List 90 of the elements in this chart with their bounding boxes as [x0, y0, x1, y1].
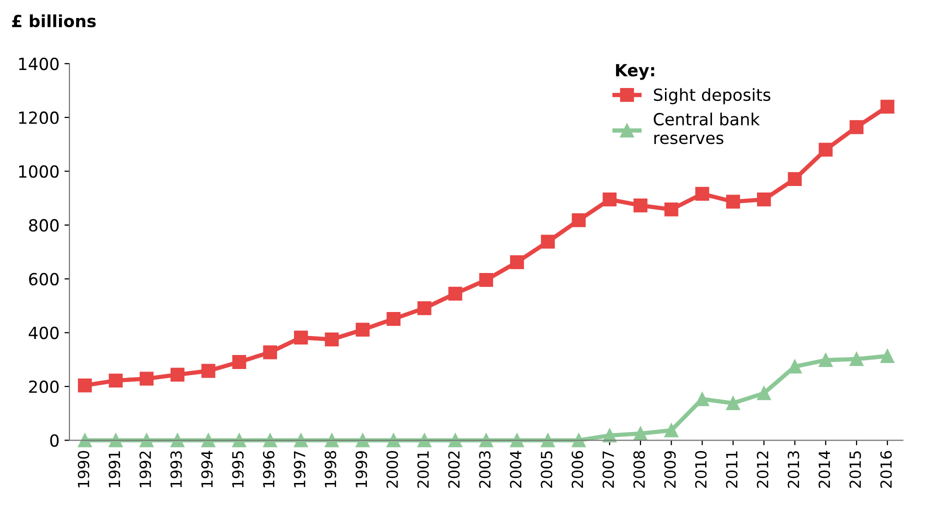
point [479, 272, 494, 287]
point [448, 286, 462, 301]
y-axis-title: £ billions [12, 14, 96, 28]
x-tick-label: 1994 [201, 450, 213, 488]
x-tick-label: 2014 [818, 450, 830, 488]
x-tick-label: 1999 [356, 451, 368, 488]
point [634, 198, 648, 212]
y-tick-label: 1400 [19, 58, 59, 70]
point [417, 433, 432, 448]
x-tick-label: 2003 [479, 451, 491, 488]
x-tick-label: 2009 [664, 451, 676, 488]
point [201, 364, 216, 378]
point [263, 345, 278, 360]
x-tick-label: 2006 [572, 450, 584, 488]
point [880, 100, 894, 114]
x-tick-label: 2004 [510, 450, 522, 488]
point [479, 433, 494, 448]
point [108, 433, 123, 448]
x-tick-label: 2016 [880, 450, 892, 488]
x-tick-label: 2013 [788, 451, 800, 488]
point [695, 392, 710, 406]
y-tick-label: 200 [29, 380, 59, 394]
x-tick-label: 2000 [386, 451, 398, 488]
point [510, 255, 524, 270]
point [294, 433, 308, 448]
x-tick-label: 2002 [448, 452, 460, 488]
point [726, 194, 740, 209]
y-tick-label: 400 [28, 326, 59, 340]
point [356, 433, 370, 448]
point [572, 213, 586, 228]
x-tick-label: 2015 [849, 451, 861, 488]
x-tick-label: 1997 [294, 451, 306, 488]
point [448, 433, 462, 448]
point [78, 378, 92, 392]
x-tick-label: 1993 [170, 451, 182, 488]
point [540, 234, 555, 249]
point [140, 372, 154, 386]
point [572, 433, 586, 448]
x-tick-label: 2005 [540, 451, 552, 488]
point [201, 433, 216, 448]
x-tick-label: 1995 [232, 451, 244, 488]
x-tick-label: 2011 [726, 451, 738, 488]
point [757, 386, 771, 400]
point [356, 322, 370, 337]
point [232, 355, 246, 369]
point [788, 172, 802, 186]
x-tick-label: 1991 [108, 451, 120, 488]
point [108, 374, 123, 388]
x-tick-label: 1990 [78, 451, 90, 488]
point [540, 433, 555, 448]
point [263, 433, 278, 448]
point [170, 433, 184, 448]
point [417, 301, 432, 316]
x-tick-label: 2008 [633, 451, 645, 488]
point [818, 142, 833, 157]
y-tick-label: 0 [50, 434, 59, 447]
x-tick-label: 1996 [262, 450, 275, 488]
point [850, 352, 864, 366]
point [386, 433, 400, 448]
point [726, 396, 740, 410]
x-tick-label: 1992 [139, 452, 152, 488]
x-tick-label: 2001 [417, 451, 429, 488]
point [140, 433, 154, 448]
y-tick-label: 1200 [19, 111, 59, 124]
point [294, 330, 308, 344]
point [880, 349, 894, 364]
point [324, 332, 339, 346]
point [386, 312, 400, 326]
point [664, 423, 678, 438]
y-tick-label: 600 [29, 272, 59, 286]
x-tick-label: 2012 [756, 452, 768, 488]
x-tick-label: 2007 [602, 451, 614, 488]
point [602, 192, 617, 206]
point [78, 433, 92, 448]
y-tick-label: 1000 [19, 165, 59, 178]
point [757, 192, 771, 206]
point [170, 368, 184, 382]
point [818, 353, 833, 368]
point [324, 433, 339, 448]
point [850, 120, 864, 134]
legend-label: Sight deposits [654, 88, 770, 104]
point [232, 433, 246, 448]
x-tick-label: 2010 [695, 451, 707, 488]
legend-label: Central bank reserves [654, 112, 760, 144]
y-tick-label: 800 [29, 219, 59, 232]
point [510, 433, 524, 448]
point [695, 186, 710, 201]
legend-title: Key: [616, 64, 654, 80]
point [664, 202, 678, 216]
x-tick-label: 1998 [324, 451, 336, 488]
